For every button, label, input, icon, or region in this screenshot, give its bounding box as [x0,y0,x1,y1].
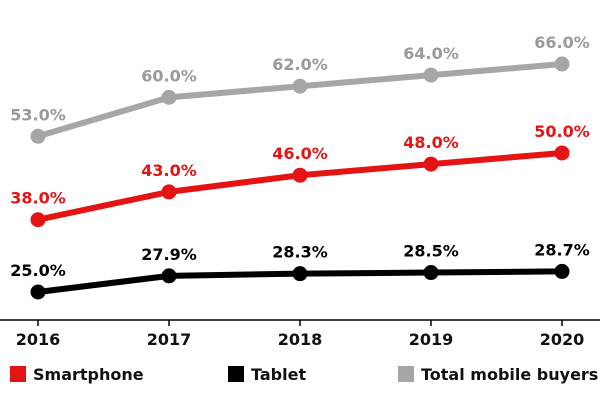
data-label-total-mobile-buyers-2019: 64.0% [403,44,459,63]
data-label-total-mobile-buyers-2017: 60.0% [141,66,197,85]
legend-swatch-tablet [228,366,244,382]
data-label-tablet-2016: 25.0% [10,261,66,280]
x-tick-label-2019: 2019 [409,330,454,349]
x-axis: 2016 2017 2018 2019 2020 [0,319,600,349]
data-point-total-mobile-buyers-2018 [292,78,308,94]
legend-label-total-mobile-buyers: Total mobile buyers [421,364,599,384]
legend-item-total-mobile-buyers: Total mobile buyers [398,361,598,387]
data-label-smartphone-2016: 38.0% [10,189,66,208]
x-tick-label-2017: 2017 [147,330,192,349]
series-line-total-mobile-buyers [35,61,565,140]
x-tick-label-2016: 2016 [16,330,61,349]
data-point-smartphone-2020 [554,145,570,161]
data-label-total-mobile-buyers-2020: 66.0% [534,33,590,52]
data-point-tablet-2017 [161,268,177,284]
data-point-total-mobile-buyers-2017 [161,89,177,105]
data-point-total-mobile-buyers-2016 [30,128,46,144]
legend: Smartphone Tablet Total mobile buyers [0,361,600,387]
x-tick-label-2018: 2018 [278,330,323,349]
data-label-tablet-2020: 28.7% [534,240,590,259]
data-point-tablet-2019 [423,265,439,281]
data-label-tablet-2018: 28.3% [272,243,328,262]
data-point-tablet-2018 [292,266,308,282]
data-point-tablet-2020 [554,263,570,279]
data-point-total-mobile-buyers-2020 [554,56,570,72]
x-tick-label-2020: 2020 [540,330,585,349]
data-point-total-mobile-buyers-2019 [423,67,439,83]
legend-item-smartphone: Smartphone [10,361,144,387]
data-point-smartphone-2017 [161,184,177,200]
data-label-smartphone-2017: 43.0% [141,161,197,180]
data-label-tablet-2017: 27.9% [141,245,197,264]
legend-item-tablet: Tablet [228,361,306,387]
legend-label-smartphone: Smartphone [33,364,144,384]
legend-label-tablet: Tablet [251,364,307,384]
data-point-smartphone-2018 [292,167,308,183]
data-point-smartphone-2019 [423,156,439,172]
data-point-smartphone-2016 [30,212,46,228]
data-label-smartphone-2019: 48.0% [403,133,459,152]
legend-swatch-total-mobile-buyers [398,366,414,382]
data-point-tablet-2016 [30,284,46,300]
data-label-total-mobile-buyers-2016: 53.0% [10,105,66,124]
legend-swatch-smartphone [10,366,26,382]
data-label-total-mobile-buyers-2018: 62.0% [272,55,328,74]
data-label-smartphone-2020: 50.0% [534,122,590,141]
series-layer: 53.0% 60.0% 62.0% 64.0% 66.0% 38.0% 43.0% 46.0%… [10,33,590,300]
data-label-smartphone-2018: 46.0% [272,144,328,163]
data-label-tablet-2019: 28.5% [403,242,459,261]
